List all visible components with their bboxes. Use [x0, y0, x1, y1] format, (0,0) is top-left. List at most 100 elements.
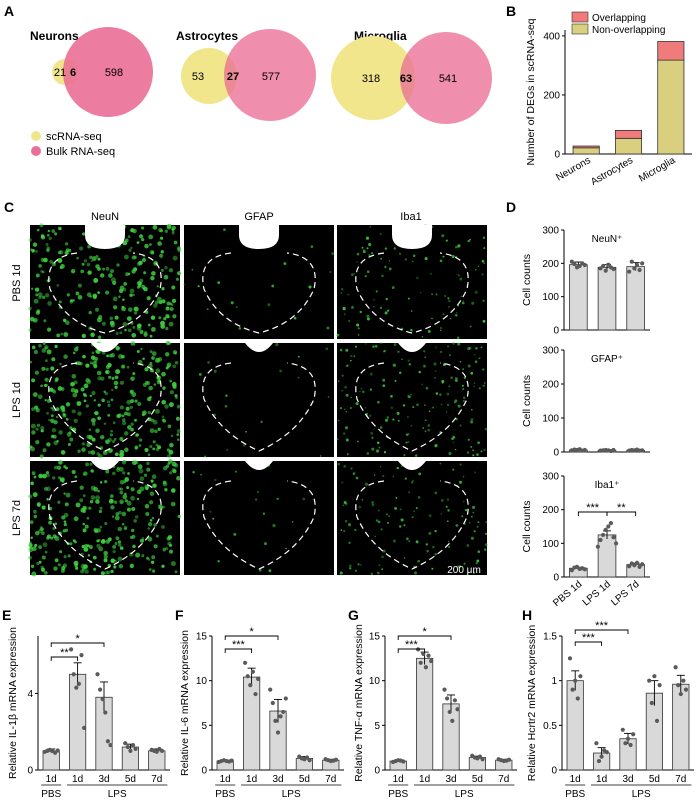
cell-dot [157, 357, 163, 362]
cell-dot [122, 418, 126, 422]
cell-dot [80, 387, 85, 392]
data-point [270, 700, 275, 706]
cell-dot [112, 549, 116, 554]
cell-dot [360, 563, 362, 566]
cell-dot [35, 530, 40, 536]
cell-dot [462, 475, 465, 478]
chart-f-il6: 0 5 10 15 1d 1d 3d 5d 7d **** Relative IL-6 mRNA e… [179, 626, 344, 800]
cell-dot [54, 378, 58, 383]
cell-dot [77, 294, 83, 300]
cell-dot [102, 450, 108, 456]
ventricle-shape [91, 343, 119, 352]
cell-dot [46, 498, 49, 501]
cell-dot [106, 400, 111, 404]
cell-dot [476, 559, 480, 563]
cell-dot [102, 267, 105, 271]
cell-dot [161, 418, 165, 422]
cell-dot [161, 371, 166, 377]
cell-dot [473, 385, 476, 388]
cell-dot [467, 364, 471, 368]
cell-dot [359, 310, 362, 314]
cell-dot [411, 260, 414, 263]
cell-dot [407, 297, 410, 300]
cell-dot [62, 563, 68, 568]
data-point [426, 653, 431, 658]
column-label-neun: NeuN [91, 211, 119, 223]
cell-dot [63, 354, 68, 359]
cell-dot [125, 406, 130, 411]
cell-dot [126, 486, 130, 490]
micrograph-3-3 [337, 460, 488, 575]
cell-dot [35, 427, 39, 431]
cell-dot [95, 499, 100, 504]
data-point [569, 568, 574, 573]
group-label-lps: LPS [632, 789, 651, 800]
cell-dot [45, 242, 49, 247]
cell-dot [468, 522, 471, 524]
cell-dot [155, 443, 159, 447]
cell-dot [337, 419, 340, 422]
cell-dot [380, 257, 383, 260]
cell-dot [31, 471, 36, 476]
cell-dot [75, 502, 81, 508]
data-point [506, 757, 512, 762]
cell-dot [344, 385, 347, 389]
cell-dot [100, 539, 106, 544]
cell-dot [74, 475, 78, 479]
cell-dot [65, 417, 69, 421]
cell-dot [89, 361, 93, 365]
cell-dot [385, 297, 389, 301]
cell-dot [55, 407, 60, 412]
panel-letter-h: H [522, 607, 532, 623]
cell-dot [110, 398, 114, 402]
group-label-lps: LPS [455, 789, 474, 800]
cell-dot [93, 278, 99, 283]
cell-dot [326, 326, 330, 330]
cell-dot [366, 247, 369, 250]
cell-dot [302, 497, 306, 501]
cell-dot [384, 247, 388, 250]
cell-dot [156, 285, 159, 288]
cell-dot [31, 378, 36, 383]
cell-dot [377, 400, 380, 404]
cell-dot [432, 545, 435, 549]
cell-dot [177, 514, 181, 519]
cell-dot [368, 254, 371, 257]
cell-dot [384, 311, 388, 315]
cell-dot [81, 333, 86, 339]
cell-dot [45, 359, 48, 363]
cell-dot [441, 380, 445, 383]
cell-dot [340, 529, 343, 532]
cell-dot [462, 300, 464, 302]
cell-dot [384, 350, 387, 352]
cell-dot [132, 325, 136, 329]
cell-dot [156, 375, 161, 380]
significance-bracket [397, 648, 426, 653]
cell-dot [477, 441, 480, 445]
cell-dot [126, 500, 132, 506]
cell-dot [60, 332, 64, 336]
cell-dot [72, 392, 78, 398]
data-point [98, 687, 103, 692]
cell-dot [100, 376, 105, 381]
cell-dot [38, 264, 42, 268]
cell-dot [69, 542, 73, 546]
y-tick-label: 0 [553, 448, 559, 459]
venn-bulk-only: 598 [105, 67, 123, 79]
cell-dot [361, 498, 364, 501]
data-point [573, 678, 578, 683]
cell-dot [30, 446, 35, 452]
cell-dot [423, 350, 426, 353]
cell-dot [109, 433, 114, 437]
x-tick-label: 7d [675, 774, 686, 785]
cell-dot [100, 273, 105, 278]
cell-dot [96, 370, 102, 376]
data-point [281, 709, 286, 715]
data-point [673, 665, 678, 670]
cell-dot [59, 550, 63, 554]
cell-dot [427, 428, 431, 432]
data-point [442, 687, 447, 692]
cell-dot [344, 502, 348, 506]
cell-dot [79, 485, 84, 490]
cell-dot [109, 494, 114, 498]
